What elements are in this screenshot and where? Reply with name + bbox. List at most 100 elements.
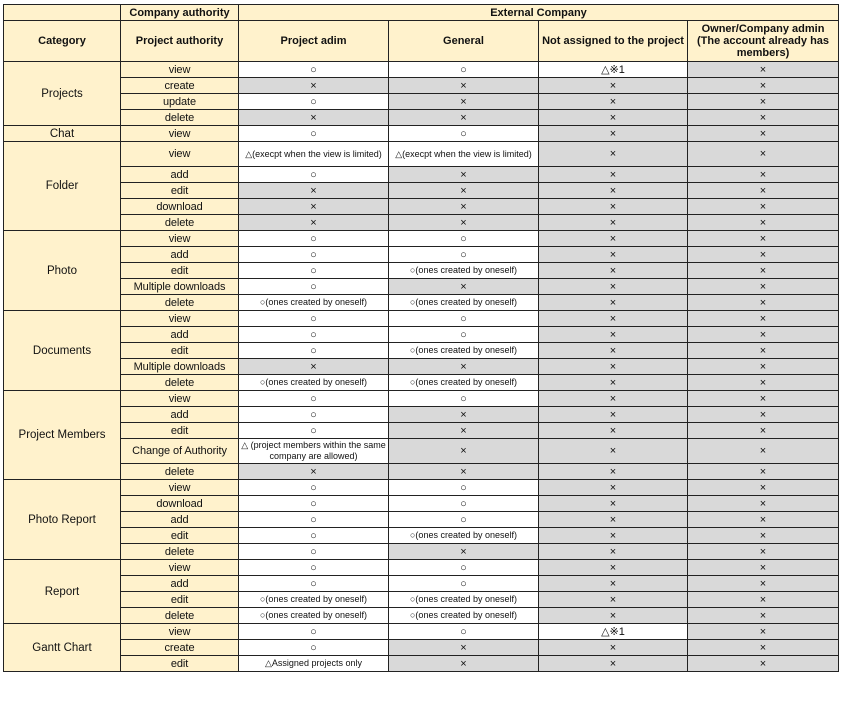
- action-cell: delete: [120, 607, 239, 624]
- table-row: Photo view ○ ○ × ×: [3, 230, 840, 311]
- table-row: download ○ ○ × ×: [4, 495, 840, 512]
- permission-cell: ○(ones created by oneself): [388, 294, 539, 311]
- category-cell: Project Members: [3, 390, 121, 480]
- permission-cell: △※1: [538, 623, 688, 640]
- permission-cell: ×: [538, 230, 688, 247]
- action-cell: add: [120, 166, 239, 183]
- table-row: delete ○(ones created by oneself) ○(ones c…: [4, 374, 840, 391]
- permission-cell: ○: [238, 543, 389, 560]
- permission-cell: ×: [538, 310, 688, 327]
- table-row: edit ○ ○(ones created by oneself) × ×: [4, 262, 840, 279]
- category-cell: Photo: [3, 230, 121, 311]
- permission-cell: ×: [538, 326, 688, 343]
- permission-cell: ○: [388, 511, 539, 528]
- permission-cell: ×: [686, 246, 840, 263]
- table-row: Multiple downloads × × × ×: [4, 358, 840, 375]
- action-cell: delete: [120, 294, 239, 311]
- permission-cell: ○(ones created by oneself): [388, 342, 539, 359]
- permission-cell: ×: [238, 77, 389, 94]
- header-general: General: [388, 20, 539, 62]
- table-row: delete × × × ×: [4, 214, 840, 231]
- permission-cell: ×: [238, 182, 389, 199]
- table-row: Project Members view ○ ○ × ×: [3, 390, 840, 480]
- permission-cell: ×: [686, 374, 840, 391]
- permission-cell: ×: [538, 527, 688, 544]
- permission-cell: ×: [686, 479, 840, 496]
- permission-cell: △(execpt when the view is limited): [388, 141, 539, 167]
- permission-cell: ×: [538, 438, 688, 464]
- permission-cell: ×: [538, 390, 688, 407]
- category-cell: Gantt Chart: [3, 623, 121, 672]
- table-row: create ○ × × ×: [4, 639, 840, 656]
- table-row: edit △Assigned projects only × × ×: [4, 655, 840, 672]
- permission-cell: ×: [686, 463, 840, 480]
- permission-cell: ×: [388, 463, 539, 480]
- permission-cell: ○: [388, 559, 539, 576]
- header-project-authority: Project authority: [120, 20, 239, 62]
- action-cell: delete: [120, 214, 239, 231]
- permission-cell: ×: [388, 655, 539, 672]
- permission-cell: ×: [538, 495, 688, 512]
- table-row: edit ○ ○(ones created by oneself) × ×: [4, 342, 840, 359]
- permission-cell: ×: [686, 511, 840, 528]
- permission-cell: ○: [388, 230, 539, 247]
- permission-cell: ×: [388, 166, 539, 183]
- action-cell: delete: [120, 109, 239, 126]
- action-cell: Multiple downloads: [120, 358, 239, 375]
- permission-cell: ○: [238, 406, 389, 423]
- permission-cell: ○: [238, 623, 389, 640]
- permission-cell: ×: [686, 294, 840, 311]
- permission-cell: ○: [238, 495, 389, 512]
- permission-cell: ○: [238, 278, 389, 295]
- permission-cell: ×: [538, 358, 688, 375]
- action-cell: view: [120, 141, 239, 167]
- header-owner-admin: Owner/Company admin (The account already…: [686, 20, 840, 62]
- permission-cell: ×: [686, 527, 840, 544]
- permission-cell: ×: [686, 61, 840, 78]
- table-row: delete ○ × × ×: [4, 543, 840, 560]
- permission-cell: ×: [686, 230, 840, 247]
- permission-cell: ×: [538, 479, 688, 496]
- header-not-assigned: Not assigned to the project: [538, 20, 688, 62]
- table-row: delete × × × ×: [4, 109, 840, 126]
- permission-cell: ×: [686, 310, 840, 327]
- action-cell: view: [120, 61, 239, 78]
- permission-cell: ○(ones created by oneself): [388, 262, 539, 279]
- permission-cell: ○(ones created by oneself): [388, 527, 539, 544]
- permission-cell: ○: [238, 125, 389, 142]
- permission-cell: ○: [238, 61, 389, 78]
- permission-cell: ○: [388, 575, 539, 592]
- table-row: edit ○(ones created by oneself) ○(ones cre…: [4, 591, 840, 608]
- permission-cell: ×: [538, 198, 688, 215]
- permission-cell: ×: [686, 125, 840, 142]
- permission-cell: ×: [686, 278, 840, 295]
- table-row: Change of Authority △ (project members wi…: [4, 438, 840, 464]
- table-row: download × × × ×: [4, 198, 840, 215]
- category-cell: Photo Report: [3, 479, 121, 560]
- header-external-company: External Company: [237, 4, 840, 21]
- permission-cell: ○: [238, 262, 389, 279]
- header-project-admin: Project adim: [238, 20, 389, 62]
- category-cell: Projects: [3, 61, 121, 126]
- permission-cell: ○: [388, 61, 539, 78]
- permission-cell: ×: [686, 262, 840, 279]
- table-row: delete ○(ones created by oneself) ○(ones c…: [4, 294, 840, 311]
- category-cell: Report: [3, 559, 121, 624]
- table-row: Multiple downloads ○ × × ×: [4, 278, 840, 295]
- permission-cell: ○(ones created by oneself): [238, 294, 389, 311]
- action-cell: view: [120, 559, 239, 576]
- permission-cell: ×: [388, 93, 539, 110]
- action-cell: view: [120, 623, 239, 640]
- permission-cell: ○: [388, 310, 539, 327]
- permission-cell: ×: [538, 463, 688, 480]
- permission-cell: ○: [388, 390, 539, 407]
- permission-cell: ×: [686, 326, 840, 343]
- permission-cell: ○: [238, 230, 389, 247]
- table-row: update ○ × × ×: [4, 93, 840, 110]
- permission-cell: ×: [538, 422, 688, 439]
- permission-cell: ×: [388, 358, 539, 375]
- permission-cell: ×: [388, 278, 539, 295]
- permission-cell: ×: [388, 438, 539, 464]
- permission-cell: ○: [388, 623, 539, 640]
- permission-cell: ×: [686, 109, 840, 126]
